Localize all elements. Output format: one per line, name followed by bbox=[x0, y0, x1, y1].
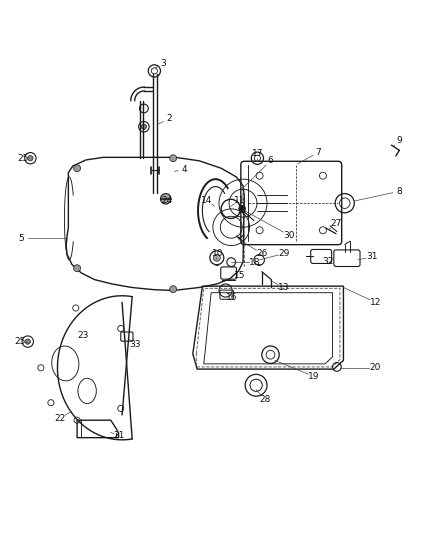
Text: 6: 6 bbox=[268, 156, 273, 165]
Circle shape bbox=[74, 265, 81, 272]
Text: 14: 14 bbox=[201, 196, 212, 205]
Text: 4: 4 bbox=[181, 165, 187, 174]
Circle shape bbox=[170, 155, 177, 161]
Text: 13: 13 bbox=[278, 283, 290, 292]
Text: 7: 7 bbox=[316, 148, 321, 157]
Text: 29: 29 bbox=[279, 249, 290, 258]
Circle shape bbox=[213, 254, 220, 261]
Text: 11: 11 bbox=[234, 196, 246, 205]
Text: 17: 17 bbox=[252, 149, 263, 158]
Text: 21: 21 bbox=[114, 431, 125, 440]
Text: 3: 3 bbox=[161, 59, 166, 68]
Text: 15: 15 bbox=[234, 271, 246, 280]
Text: 24: 24 bbox=[162, 196, 173, 205]
Text: 28: 28 bbox=[259, 395, 271, 404]
Text: 2: 2 bbox=[166, 115, 172, 124]
Circle shape bbox=[28, 156, 33, 161]
Circle shape bbox=[239, 205, 246, 212]
Text: 10: 10 bbox=[212, 249, 224, 258]
Text: 25: 25 bbox=[18, 154, 29, 163]
Text: 18: 18 bbox=[249, 257, 261, 266]
Text: 30: 30 bbox=[283, 231, 295, 239]
Circle shape bbox=[170, 286, 177, 293]
Text: 26: 26 bbox=[256, 249, 268, 258]
Text: 5: 5 bbox=[19, 233, 25, 243]
Circle shape bbox=[25, 339, 30, 344]
Text: 25: 25 bbox=[14, 337, 26, 346]
Text: 31: 31 bbox=[366, 253, 378, 261]
Text: 33: 33 bbox=[129, 340, 141, 349]
Circle shape bbox=[74, 165, 81, 172]
Text: 16: 16 bbox=[226, 294, 237, 302]
Text: 27: 27 bbox=[330, 219, 342, 228]
Text: 23: 23 bbox=[77, 331, 88, 340]
Text: 8: 8 bbox=[396, 187, 402, 196]
Text: 9: 9 bbox=[396, 136, 402, 146]
Text: 12: 12 bbox=[370, 298, 381, 307]
Circle shape bbox=[160, 193, 171, 204]
Text: 22: 22 bbox=[54, 414, 65, 423]
Text: 32: 32 bbox=[322, 257, 334, 266]
Circle shape bbox=[141, 124, 147, 130]
Text: 20: 20 bbox=[370, 364, 381, 372]
Text: 19: 19 bbox=[308, 372, 320, 381]
